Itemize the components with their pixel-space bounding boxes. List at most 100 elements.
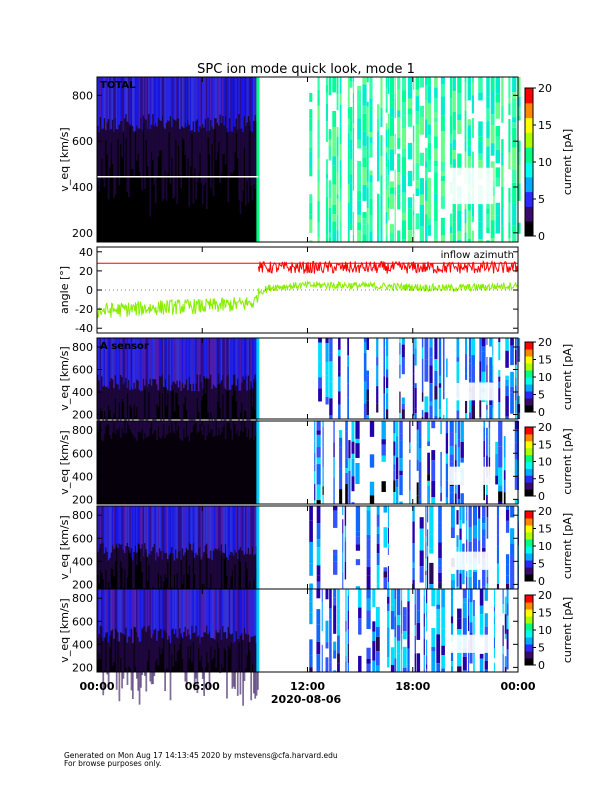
heatmap-cell — [333, 421, 335, 443]
heatmap-cell — [242, 376, 244, 437]
heatmap-cell — [172, 589, 175, 629]
heatmap-cell — [142, 421, 145, 440]
heatmap-cell — [483, 440, 485, 458]
heatmap-cell — [478, 121, 483, 137]
heatmap-cell — [250, 77, 253, 132]
heatmap-cell — [130, 124, 133, 169]
heatmap-cell — [397, 158, 401, 173]
heatmap-cell — [223, 77, 226, 126]
heatmap-cell — [450, 666, 454, 672]
heatmap-cell — [436, 634, 441, 642]
heatmap-cell — [362, 184, 367, 201]
colorbar-segment — [525, 191, 533, 207]
heatmap-cell — [440, 465, 442, 487]
heatmap-cell — [385, 338, 389, 356]
heatmap-cell — [363, 403, 367, 418]
heatmap-cell — [111, 421, 114, 433]
heatmap-cell — [457, 439, 461, 448]
heatmap-cell — [450, 589, 454, 598]
heatmap-cell — [117, 421, 119, 431]
colorbar-label: current [pA] — [561, 428, 574, 494]
heatmap-cell — [337, 663, 340, 672]
heatmap-cell — [427, 568, 429, 589]
heatmap-cell — [146, 338, 149, 388]
heatmap-cell — [127, 636, 130, 667]
heatmap-cell — [506, 589, 509, 604]
heatmap-cell — [224, 506, 227, 545]
heatmap-cell — [450, 623, 454, 642]
heatmap-cell — [223, 589, 226, 633]
heatmap-cell — [414, 387, 417, 409]
heatmap-cell — [137, 380, 140, 420]
heatmap-cell — [223, 338, 226, 388]
heatmap-cell — [328, 146, 332, 161]
heatmap-cell — [366, 510, 371, 515]
colorbar-segment — [525, 658, 533, 666]
heatmap-cell — [339, 104, 342, 125]
heatmap-cell — [121, 338, 123, 377]
heatmap-cell — [362, 212, 367, 219]
heatmap-cell — [484, 626, 488, 640]
heatmap-gap — [449, 382, 494, 401]
heatmap-cell — [211, 638, 214, 660]
heatmap-cell — [349, 131, 353, 140]
heatmap-cell — [187, 390, 189, 419]
heatmap-cell — [479, 338, 482, 346]
heatmap-cell — [183, 589, 185, 632]
heatmap-cell — [145, 77, 148, 120]
heatmap-cell — [314, 500, 316, 504]
heatmap-cell — [424, 359, 429, 364]
heatmap-cell — [381, 481, 386, 493]
heatmap-cell — [471, 405, 475, 419]
heatmap-cell — [192, 383, 195, 430]
heatmap-cell — [412, 385, 415, 396]
heatmap-cell — [165, 421, 168, 435]
heatmap-cell — [427, 142, 431, 149]
x-tick-label: 12:00 — [290, 680, 325, 693]
heatmap-cell — [228, 589, 231, 634]
heatmap-cell — [412, 521, 415, 544]
heatmap-cell — [105, 547, 107, 570]
heatmap-cell — [401, 633, 403, 650]
heatmap-cell — [336, 156, 339, 173]
heatmap-cell — [339, 447, 343, 469]
heatmap-cell — [187, 550, 189, 575]
heatmap-cell — [401, 397, 405, 404]
heatmap-cell — [161, 338, 164, 375]
heatmap-cell — [449, 147, 453, 165]
heatmap-cell — [347, 234, 350, 242]
heatmap-cell — [339, 144, 342, 161]
heatmap-cell — [173, 560, 176, 576]
heatmap-cell — [208, 506, 211, 559]
heatmap-cell — [222, 589, 224, 627]
heatmap-cell — [192, 543, 195, 553]
heatmap-cell — [316, 457, 321, 465]
heatmap-cell — [416, 429, 419, 443]
heatmap-cell — [328, 198, 332, 208]
heatmap-cell — [362, 234, 367, 242]
heatmap-cell — [134, 589, 137, 628]
heatmap-cell — [387, 159, 390, 176]
heatmap-cell — [501, 186, 504, 209]
heatmap-cell — [224, 389, 227, 430]
heatmap-cell — [347, 77, 350, 95]
heatmap-cell — [493, 624, 496, 638]
heatmap-cell — [197, 421, 200, 432]
heatmap-cell — [419, 105, 425, 118]
heatmap-cell — [172, 628, 175, 667]
heatmap-cell — [449, 115, 453, 135]
heatmap-cell — [166, 120, 169, 174]
heatmap-cell — [412, 131, 415, 143]
heatmap-cell — [254, 421, 257, 437]
heatmap-cell — [456, 338, 460, 358]
heatmap-cell — [508, 162, 511, 170]
heatmap-cell — [407, 601, 410, 614]
heatmap-cell — [385, 87, 388, 109]
heatmap-cell — [177, 506, 180, 552]
heatmap-cell — [220, 639, 223, 665]
heatmap-cell — [176, 421, 179, 431]
heatmap-cell — [369, 454, 375, 468]
y-tick-label: 400 — [72, 386, 93, 399]
heatmap-cell — [220, 123, 223, 174]
